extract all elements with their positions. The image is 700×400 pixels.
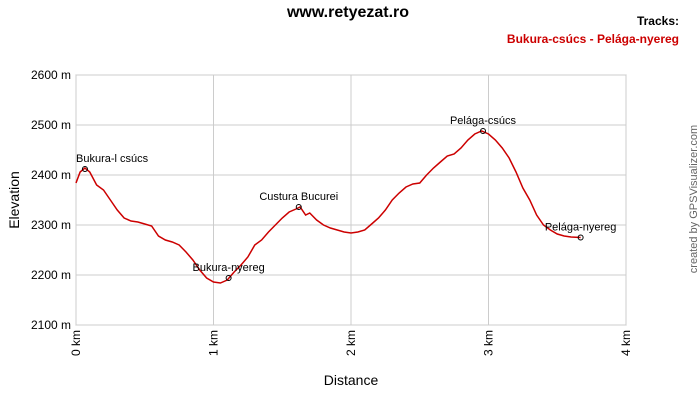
- y-tick-label: 2500 m: [31, 118, 71, 132]
- legend-title: Tracks:: [637, 14, 679, 28]
- y-tick-label: 2400 m: [31, 168, 71, 182]
- x-tick-label: 1 km: [207, 330, 221, 356]
- waypoint-marker: [295, 204, 302, 210]
- waypoint-label: Custura Bucurei: [259, 191, 338, 203]
- waypoint-label: Pelága-nyereg: [545, 222, 617, 234]
- x-tick-label: 4 km: [619, 330, 633, 356]
- x-tick-label: 2 km: [344, 330, 358, 356]
- legend-entry: Bukura-csúcs - Pelága-nyereg: [507, 32, 679, 46]
- elevation-line: [75, 130, 581, 284]
- waypoint-label: Bukura-nyereg: [193, 262, 265, 274]
- waypoint-marker: [577, 234, 584, 241]
- y-tick-label: 2300 m: [31, 218, 71, 232]
- y-axis-label: Elevation: [6, 171, 22, 229]
- credit: created by GPSVisualizer.com: [688, 125, 700, 273]
- waypoint-marker: [225, 275, 232, 281]
- x-tick-label: 0 km: [69, 330, 83, 356]
- chart-title: www.retyezat.ro: [286, 4, 409, 21]
- waypoint-marker: [480, 128, 486, 134]
- waypoint-marker: [81, 166, 88, 172]
- x-tick-label: 3 km: [482, 330, 496, 356]
- waypoint-label: Bukura-l csúcs: [76, 153, 149, 165]
- y-tick-label: 2200 m: [31, 268, 71, 282]
- waypoint-label: Pelága-csúcs: [450, 115, 517, 127]
- y-tick-label: 2600 m: [31, 68, 71, 82]
- y-tick-label: 2100 m: [31, 318, 71, 332]
- x-axis-label: Distance: [324, 372, 379, 388]
